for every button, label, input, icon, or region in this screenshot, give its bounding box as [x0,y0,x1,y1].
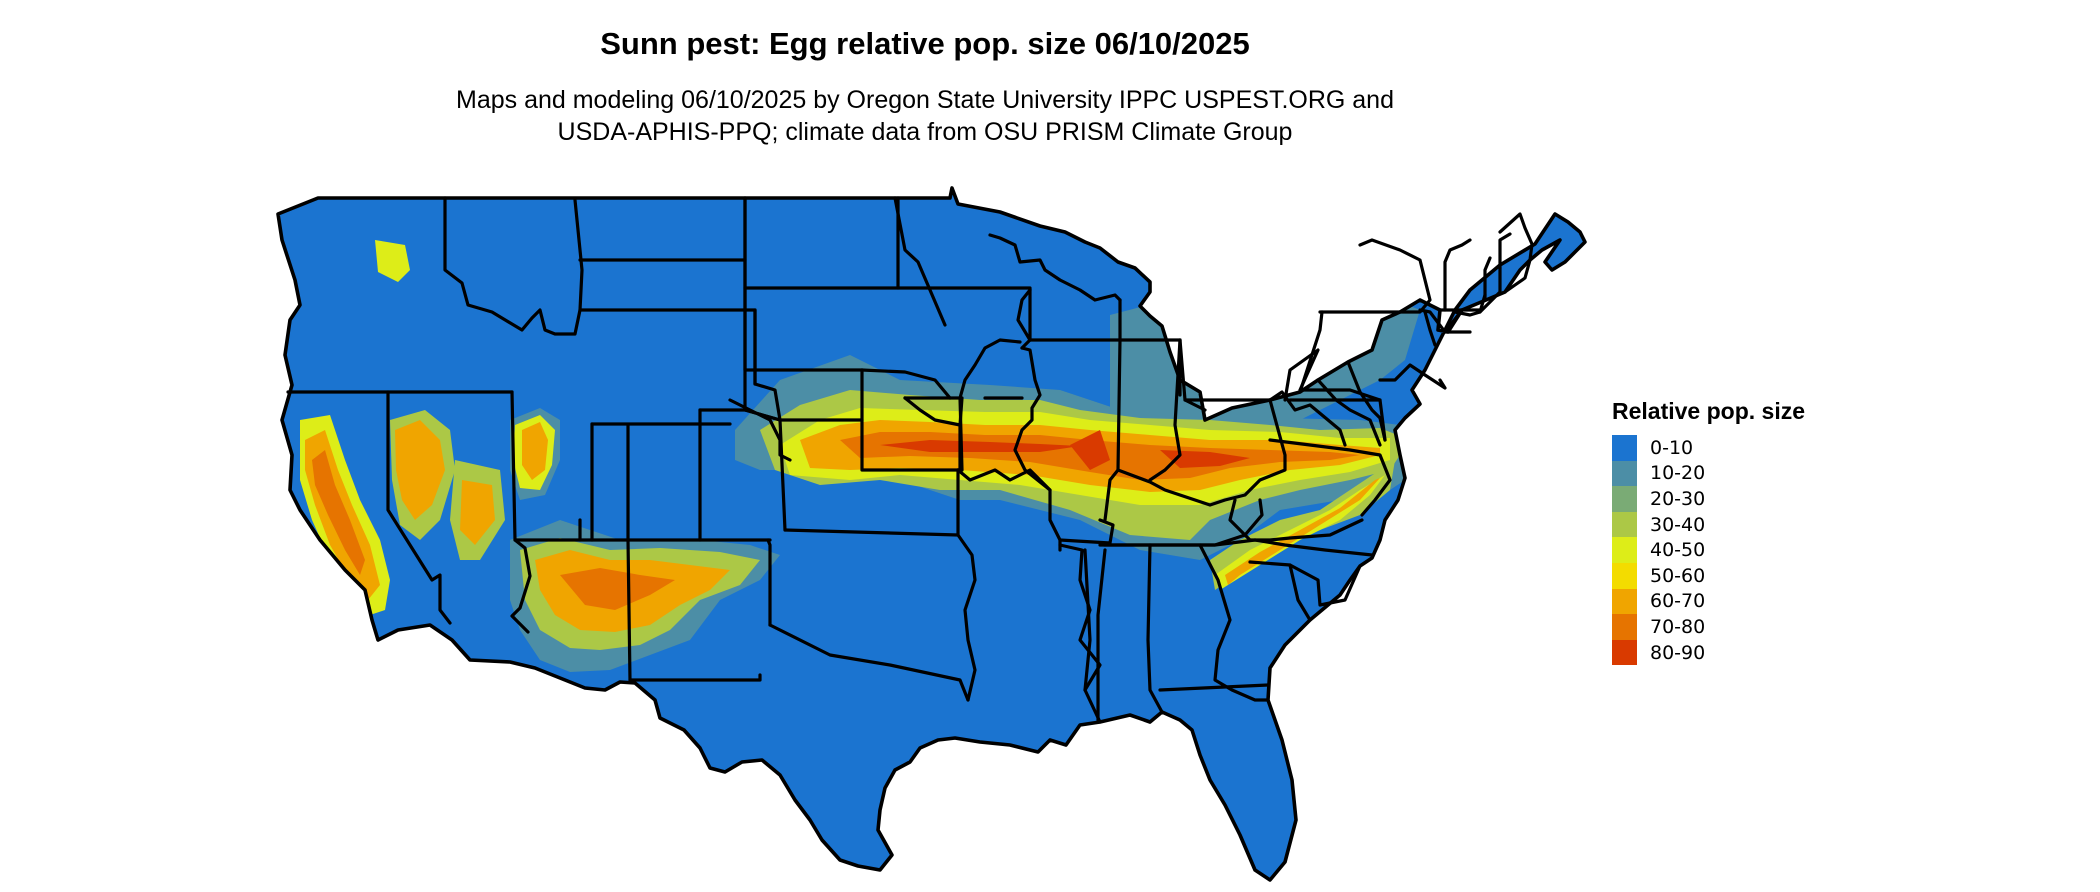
state-border [443,196,584,336]
legend-item: 50-60 [1612,562,1805,589]
state-border [1096,548,1107,722]
legend-label: 70-80 [1650,615,1706,638]
risk-zone [522,422,548,480]
state-borders [286,196,1534,724]
state-border [1498,232,1512,270]
risk-zone [880,440,1080,452]
state-border [753,308,782,422]
state-border [1443,238,1472,312]
state-border [1098,538,1374,557]
legend-item: 30-40 [1612,511,1805,538]
risk-zone [312,450,365,575]
state-border [1483,256,1492,302]
state-border [1478,266,1502,314]
state-border [1498,212,1534,294]
state-border [1316,378,1382,447]
state-border [1288,563,1312,622]
state-border [956,533,977,702]
legend-label: 40-50 [1650,539,1706,562]
map-title: Sunn pest: Egg relative pop. size 06/10/… [600,26,1250,61]
state-border [1013,346,1062,552]
state-border [956,468,1052,492]
legend-label: 30-40 [1650,513,1706,536]
legend-label: 20-30 [1650,487,1706,510]
state-border [743,196,900,290]
legend-swatch [1612,460,1637,487]
legend-item: 20-30 [1612,486,1805,512]
state-border [1118,338,1182,482]
legend-items: 0-10 10-20 20-30 30-40 40-50 50-60 60-70 70-80 8… [1612,435,1805,666]
legend-swatch [1612,435,1637,461]
risk-zone [1225,478,1380,585]
legend-item: 60-70 [1612,588,1805,615]
legend-label: 80-90 [1650,641,1706,664]
risk-zone [1070,430,1110,470]
state-border [1268,390,1347,447]
risk-zone [460,480,495,545]
state-border [1318,238,1432,314]
national-border [276,186,1587,882]
legend-item: 0-10 [1612,435,1805,461]
state-border [768,623,970,702]
state-border [1146,543,1164,714]
state-border [628,673,762,682]
legend-swatch [1612,537,1637,563]
map-subtitle: Maps and modeling 06/10/2025 by Oregon S… [0,84,1850,148]
state-border [1016,288,1032,342]
risk-zone [1160,450,1250,468]
state-border [626,538,632,682]
legend-swatch [1612,486,1637,512]
state-border [743,408,787,532]
state-border [1083,548,1092,692]
state-border [958,396,964,472]
legend-swatch [1612,614,1637,640]
legend: Relative pop. size 0-10 10-20 20-30 30-40 40… [1612,398,1806,666]
state-border [896,286,1032,350]
state-border [766,538,772,627]
state-border [958,338,1022,400]
state-border [1378,363,1447,390]
risk-zone [560,568,675,610]
state-border [1058,543,1102,724]
legend-item: 80-90 [1612,639,1805,666]
legend-label: 50-60 [1650,564,1706,587]
legend-swatch [1612,562,1637,589]
state-border [386,390,452,625]
state-border [1103,338,1122,522]
legend-item: 40-50 [1612,537,1805,563]
state-border [1346,360,1387,442]
state-border [893,196,947,327]
legend-swatch [1612,588,1637,615]
state-border [1268,438,1392,517]
state-border [1228,498,1364,542]
legend-item: 10-20 [1612,460,1805,487]
state-border [988,233,1122,302]
subtitle-line-1: Maps and modeling 06/10/2025 by Oregon S… [456,86,1394,114]
legend-swatch [1612,639,1637,666]
state-border [860,368,952,400]
state-border [1058,518,1115,545]
state-border [1453,293,1487,317]
state-border [1298,310,1324,394]
state-border [1248,560,1362,607]
legend-title: Relative pop. size [1612,398,1806,424]
legend-swatch [1612,511,1637,538]
state-border [1158,683,1270,692]
state-border [1423,310,1437,347]
risk-zone [395,420,445,520]
risk-zone [375,240,410,282]
state-border [743,286,864,372]
legend-label: 60-70 [1650,590,1706,613]
state-border [1116,398,1287,507]
state-border [1198,543,1270,702]
subtitle-line-2: USDA-APHIS-PPQ; climate data from OSU PR… [557,118,1293,146]
legend-label: 10-20 [1650,462,1706,485]
legend-label: 0-10 [1650,436,1694,459]
legend-item: 70-80 [1612,614,1805,640]
